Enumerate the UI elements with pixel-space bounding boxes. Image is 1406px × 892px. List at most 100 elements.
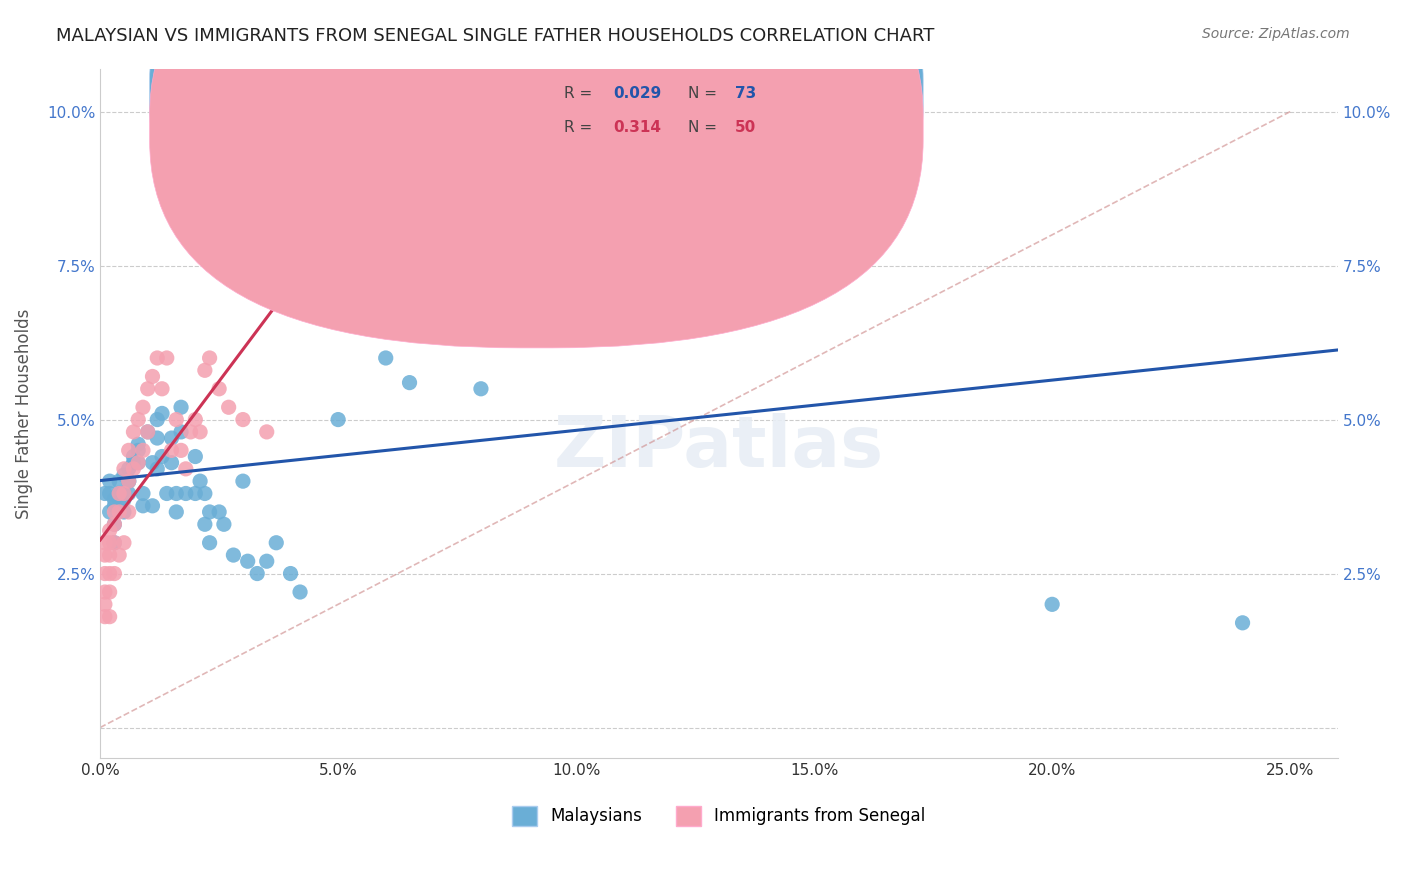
Point <box>170 443 193 458</box>
FancyBboxPatch shape <box>149 0 924 348</box>
Point <box>236 554 259 568</box>
Point <box>165 486 187 500</box>
Point <box>112 486 135 500</box>
Point <box>98 535 121 549</box>
Point <box>108 548 131 562</box>
FancyBboxPatch shape <box>496 69 893 158</box>
Point <box>198 535 221 549</box>
Point <box>150 450 173 464</box>
Point <box>180 425 202 439</box>
Text: R =: R = <box>564 120 598 136</box>
Point <box>198 351 221 365</box>
Point <box>198 505 221 519</box>
Point <box>246 566 269 581</box>
Point <box>146 462 169 476</box>
Point <box>218 401 240 415</box>
Point <box>150 406 173 420</box>
Point <box>112 468 135 483</box>
Point <box>565 227 588 242</box>
Point <box>288 585 311 599</box>
Point <box>160 443 183 458</box>
Point <box>103 492 125 507</box>
Point <box>127 412 149 426</box>
Point <box>94 585 117 599</box>
Point <box>304 259 326 273</box>
Point <box>108 505 131 519</box>
Point <box>118 505 141 519</box>
Point <box>232 412 254 426</box>
Point <box>374 351 396 365</box>
Text: 50: 50 <box>735 120 756 136</box>
Point <box>94 566 117 581</box>
Point <box>136 382 159 396</box>
Text: ZIPatlas: ZIPatlas <box>554 413 884 483</box>
Point <box>165 412 187 426</box>
Point <box>118 474 141 488</box>
Text: R =: R = <box>564 86 598 101</box>
Point <box>132 401 155 415</box>
Point <box>707 166 730 180</box>
Point <box>98 609 121 624</box>
Point <box>446 320 468 334</box>
Point <box>174 462 197 476</box>
Text: N =: N = <box>688 120 721 136</box>
Point <box>212 517 235 532</box>
Point <box>194 517 217 532</box>
Point <box>326 412 349 426</box>
Point <box>98 524 121 538</box>
Point <box>94 609 117 624</box>
Point <box>146 412 169 426</box>
Point <box>103 517 125 532</box>
Point <box>208 382 231 396</box>
Point <box>170 425 193 439</box>
Point <box>98 474 121 488</box>
Point <box>188 425 211 439</box>
Point <box>184 486 207 500</box>
Point <box>146 431 169 445</box>
Y-axis label: Single Father Households: Single Father Households <box>15 309 32 518</box>
Point <box>141 456 163 470</box>
Text: MALAYSIAN VS IMMIGRANTS FROM SENEGAL SINGLE FATHER HOUSEHOLDS CORRELATION CHART: MALAYSIAN VS IMMIGRANTS FROM SENEGAL SIN… <box>56 27 935 45</box>
Point <box>122 462 145 476</box>
Point <box>103 505 125 519</box>
Point <box>112 486 135 500</box>
Point <box>141 499 163 513</box>
Point <box>398 376 420 390</box>
Point <box>256 425 278 439</box>
Point <box>94 486 117 500</box>
Point <box>108 492 131 507</box>
Point <box>118 474 141 488</box>
Point <box>613 166 636 180</box>
Point <box>103 566 125 581</box>
Point <box>94 535 117 549</box>
Point <box>136 425 159 439</box>
Point <box>103 499 125 513</box>
Point <box>118 486 141 500</box>
Point <box>256 554 278 568</box>
Point <box>170 401 193 415</box>
Point <box>165 505 187 519</box>
Point <box>103 535 125 549</box>
Point <box>108 486 131 500</box>
Point <box>470 382 492 396</box>
Point <box>174 486 197 500</box>
Point <box>141 369 163 384</box>
Point <box>150 382 173 396</box>
Point <box>112 505 135 519</box>
Text: Source: ZipAtlas.com: Source: ZipAtlas.com <box>1202 27 1350 41</box>
Point <box>160 456 183 470</box>
Point <box>127 437 149 451</box>
Point <box>122 456 145 470</box>
Point <box>118 443 141 458</box>
Point <box>517 240 540 254</box>
Point <box>136 425 159 439</box>
Point <box>184 450 207 464</box>
Point <box>98 505 121 519</box>
Point <box>122 450 145 464</box>
Point <box>188 474 211 488</box>
Point <box>146 351 169 365</box>
Point <box>103 535 125 549</box>
Point <box>127 456 149 470</box>
Text: 0.314: 0.314 <box>614 120 662 136</box>
Point <box>98 486 121 500</box>
